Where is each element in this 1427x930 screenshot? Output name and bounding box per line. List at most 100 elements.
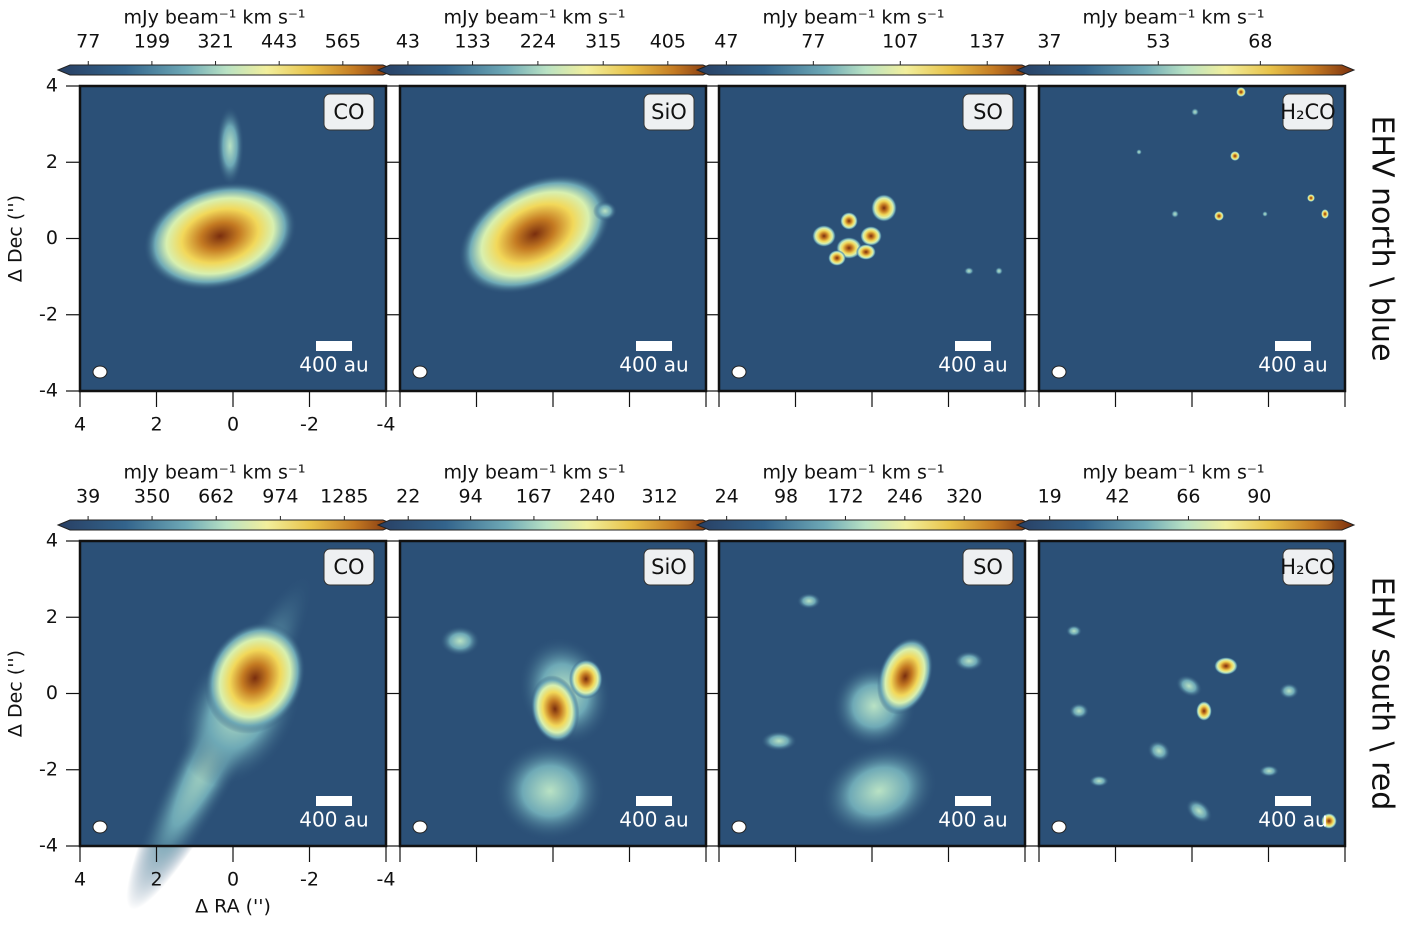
colorbar-tick-label: 320: [946, 486, 982, 508]
colorbar-tick-label: 47: [714, 31, 738, 53]
map-panel: [719, 86, 1025, 391]
colorbar-tick-label: 974: [262, 486, 298, 508]
x-tick-label: 2: [150, 414, 162, 436]
emission: [1089, 775, 1109, 787]
colorbar-tick-label: 90: [1247, 486, 1271, 508]
colorbar: [1015, 64, 1356, 76]
colorbar-label: mJy beam⁻¹ km s⁻¹: [123, 462, 305, 484]
emission: [812, 225, 836, 247]
emission: [828, 250, 846, 266]
scale-bar-label: 400 au: [619, 808, 688, 832]
beam: [731, 820, 747, 834]
colorbar-label: mJy beam⁻¹ km s⁻¹: [123, 7, 305, 29]
map-panel: [400, 86, 706, 391]
colorbar: [695, 64, 1036, 76]
emission: [530, 675, 580, 743]
y-tick-label: 0: [46, 227, 58, 249]
scale-bar: [636, 341, 672, 351]
emission: [761, 731, 797, 751]
emission: [216, 106, 244, 186]
x-tick-label: -2: [300, 869, 319, 891]
colorbar-label: mJy beam⁻¹ km s⁻¹: [1082, 7, 1264, 29]
emission: [1259, 765, 1279, 777]
colorbar-tick-label: 133: [454, 31, 490, 53]
emission: [820, 743, 938, 839]
emission: [569, 659, 603, 699]
map-background: [1039, 86, 1345, 391]
colorbar-tick-label: 350: [134, 486, 170, 508]
scale-bar-label: 400 au: [938, 808, 1007, 832]
beam: [1051, 365, 1067, 379]
colorbar-tick-label: 199: [134, 31, 170, 53]
emission: [1191, 108, 1199, 116]
emission: [995, 267, 1003, 275]
molecule-label: SO: [973, 100, 1003, 124]
x-tick-label: -4: [377, 869, 396, 891]
y-tick-label: -4: [39, 835, 58, 857]
emission: [204, 622, 306, 734]
scale-bar-label: 400 au: [619, 353, 688, 377]
emission: [1066, 625, 1082, 637]
molecule-box: [962, 548, 1014, 586]
beam: [92, 365, 108, 379]
emission: [1279, 683, 1299, 699]
colorbar-tick-label: 77: [801, 31, 825, 53]
colorbar-tick-label: 19: [1038, 486, 1062, 508]
map-panel: [80, 541, 386, 910]
emission: [143, 181, 297, 291]
scale-bar-label: 400 au: [1258, 808, 1327, 832]
scale-bar-label: 400 au: [299, 808, 368, 832]
colorbar-tick-label: 42: [1105, 486, 1129, 508]
map-panel: [719, 541, 1025, 846]
beam: [92, 820, 108, 834]
emission: [593, 201, 617, 221]
colorbar-tick-label: 94: [459, 486, 483, 508]
colorbar-tick-label: 107: [882, 31, 918, 53]
x-tick-label: 4: [74, 869, 86, 891]
colorbar-tick-label: 312: [642, 486, 678, 508]
x-tick-label: -2: [300, 414, 319, 436]
colorbar-label: mJy beam⁻¹ km s⁻¹: [443, 7, 625, 29]
emission: [1307, 194, 1315, 202]
colorbar-tick-label: 565: [325, 31, 361, 53]
molecule-label: SO: [973, 555, 1003, 579]
colorbar-label: mJy beam⁻¹ km s⁻¹: [1082, 462, 1264, 484]
x-tick-label: -4: [377, 414, 396, 436]
y-tick-label: -2: [39, 303, 58, 325]
colorbar: [1015, 519, 1356, 531]
molecule-box: [643, 548, 695, 586]
colorbar-tick-label: 53: [1146, 31, 1170, 53]
colorbar-tick-label: 43: [396, 31, 420, 53]
beam: [412, 365, 428, 379]
colorbar: [695, 519, 1036, 531]
emission: [1214, 211, 1224, 221]
colorbar-tick-label: 321: [197, 31, 233, 53]
colorbar-label: mJy beam⁻¹ km s⁻¹: [762, 7, 944, 29]
y-tick-label: 2: [46, 151, 58, 173]
scale-bar: [316, 796, 352, 806]
emission: [840, 212, 858, 230]
scale-bar: [1275, 796, 1311, 806]
molecule-box: [962, 93, 1014, 131]
emission: [495, 741, 605, 841]
molecule-box: [323, 93, 375, 131]
emission: [860, 226, 882, 246]
colorbar: [376, 64, 717, 76]
emission: [440, 626, 480, 656]
colorbar-tick-label: 315: [585, 31, 621, 53]
x-tick-label: 0: [227, 414, 239, 436]
molecule-box: [643, 93, 695, 131]
y-axis-label: Δ Dec (''): [5, 650, 27, 737]
emission: [1069, 703, 1089, 719]
colorbar-tick-label: 68: [1248, 31, 1272, 53]
scale-bar-label: 400 au: [938, 353, 1007, 377]
scale-bar: [636, 796, 672, 806]
x-tick-label: 4: [74, 414, 86, 436]
colorbar-tick-label: 172: [827, 486, 863, 508]
colorbar-label: mJy beam⁻¹ km s⁻¹: [443, 462, 625, 484]
emission: [1262, 211, 1268, 217]
scale-bar: [1275, 341, 1311, 351]
colorbar-tick-label: 22: [396, 486, 420, 508]
emission: [1185, 798, 1213, 824]
